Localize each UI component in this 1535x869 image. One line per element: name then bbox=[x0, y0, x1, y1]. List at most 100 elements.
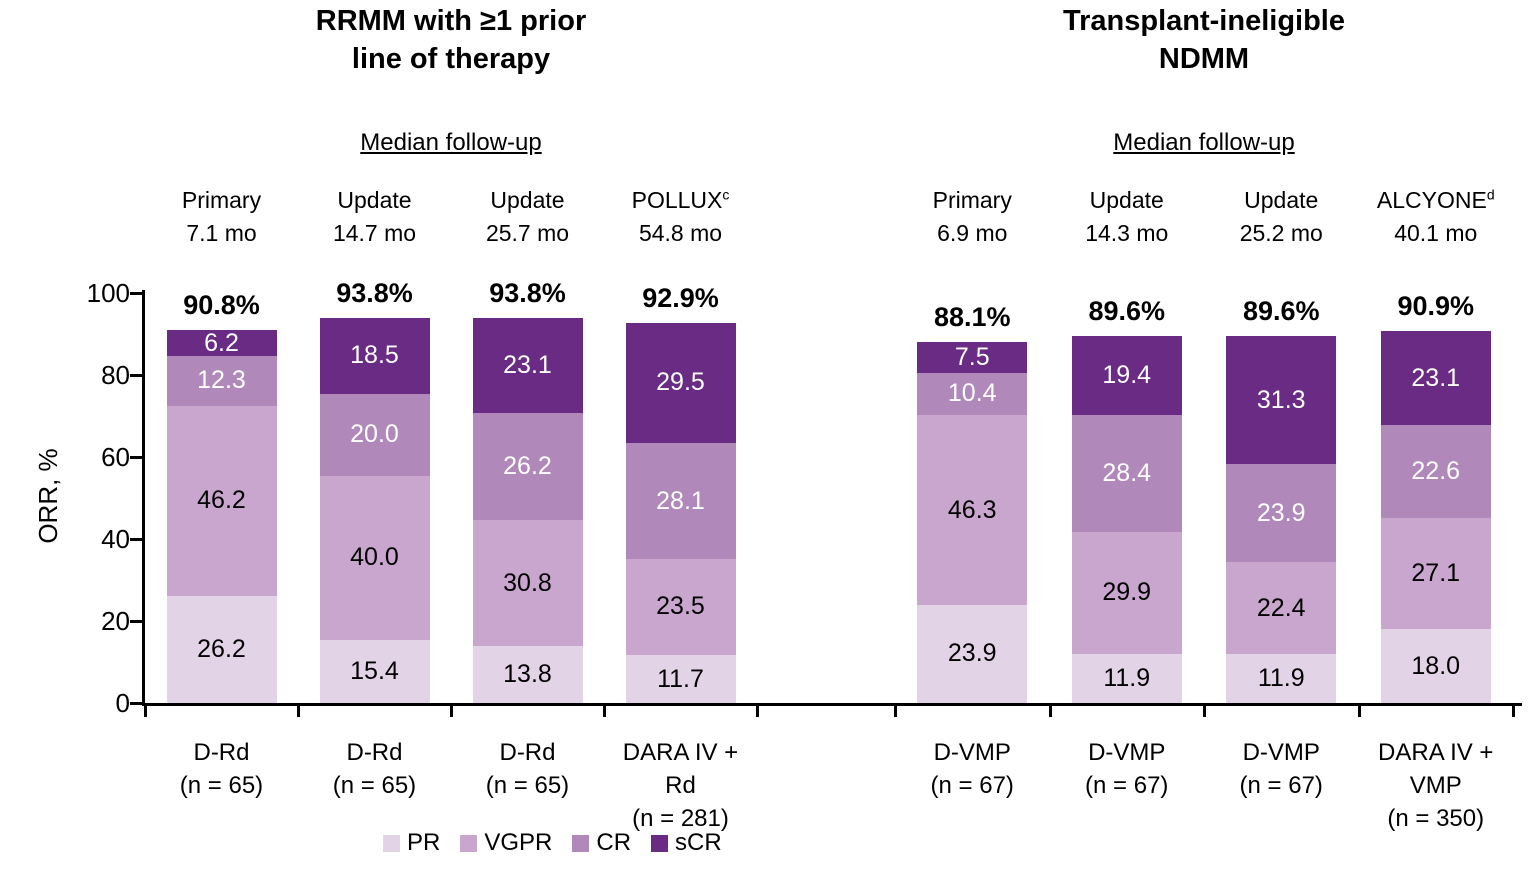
segment-value-label: 30.8 bbox=[503, 568, 552, 597]
category-label-line: D-VMP bbox=[933, 739, 1011, 766]
x-axis-line bbox=[142, 703, 1522, 706]
segment-value-label: 29.5 bbox=[656, 368, 705, 397]
bar-segment-cr: 12.3 bbox=[166, 355, 277, 407]
y-tick-label: 60 bbox=[101, 442, 130, 472]
segment-value-label: 22.6 bbox=[1411, 457, 1461, 486]
segment-value-label: 28.1 bbox=[656, 486, 705, 515]
category-label-line: (n = 350) bbox=[1387, 805, 1485, 832]
y-tick-mark bbox=[130, 620, 144, 623]
category-label-line: (n = 67) bbox=[930, 772, 1014, 799]
segment-value-label: 13.8 bbox=[503, 660, 552, 689]
category-label: D-Rd (n = 65) bbox=[428, 736, 628, 802]
category-label: DARA IV + VMP (n = 350) bbox=[1336, 736, 1535, 835]
panel-title-line: Transplant-ineligible bbox=[1063, 5, 1345, 37]
followup-duration-label: 40.1 mo bbox=[1394, 220, 1478, 246]
bar-segment-scr: 19.4 bbox=[1071, 335, 1182, 416]
footnote-superscript: d bbox=[1486, 186, 1495, 203]
category-label-line: D-Rd bbox=[193, 739, 250, 766]
y-tick-mark bbox=[130, 292, 144, 295]
x-tick-mark bbox=[1203, 703, 1206, 717]
panel-title-line: RRMM with ≥1 prior bbox=[315, 5, 587, 37]
followup-column-header: POLLUXc 54.8 mo bbox=[586, 184, 776, 250]
legend-label: PR bbox=[407, 829, 441, 856]
panel-title: RRMM with ≥1 prior line of therapy bbox=[171, 2, 731, 78]
category-label-line: Rd bbox=[665, 772, 696, 799]
median-followup-header: Median follow-up bbox=[360, 129, 542, 156]
followup-study-label: Primary bbox=[932, 187, 1012, 213]
bar-total-label: 89.6% bbox=[1242, 296, 1320, 327]
category-label-line: DARA IV + bbox=[622, 739, 739, 766]
followup-column-header: Update 25.7 mo bbox=[433, 184, 623, 250]
bar-segment-scr: 6.2 bbox=[166, 328, 277, 357]
legend-swatch-cr bbox=[572, 834, 590, 852]
segment-value-label: 40.0 bbox=[350, 543, 399, 572]
bar-segment-pr: 26.2 bbox=[166, 595, 277, 703]
segment-value-label: 27.1 bbox=[1411, 559, 1461, 588]
x-tick-mark bbox=[144, 703, 147, 717]
category-label-line: (n = 67) bbox=[1239, 772, 1323, 799]
followup-study-label: ALCYONE bbox=[1376, 187, 1487, 213]
category-label-line: (n = 67) bbox=[1085, 772, 1169, 799]
footnote-superscript: c bbox=[722, 186, 730, 203]
x-tick-mark bbox=[297, 703, 300, 717]
bar-segment-cr: 23.9 bbox=[1226, 464, 1337, 563]
bar-segment-scr: 18.5 bbox=[319, 318, 430, 394]
legend-swatch-pr bbox=[383, 834, 400, 852]
bar-segment-vgpr: 30.8 bbox=[472, 520, 583, 647]
median-followup-header: Median follow-up bbox=[1113, 129, 1295, 156]
followup-column-header: Primary 7.1 mo bbox=[127, 184, 317, 250]
legend: PR VGPR CR sCR bbox=[383, 829, 722, 857]
bar-segment-pr: 11.7 bbox=[625, 655, 736, 703]
x-tick-mark bbox=[1357, 703, 1361, 717]
y-tick-label: 80 bbox=[101, 360, 130, 390]
y-axis-line bbox=[142, 290, 145, 706]
bar-segment-pr: 11.9 bbox=[1226, 654, 1337, 703]
bar-total-label: 90.8% bbox=[183, 290, 260, 321]
bar-segment-pr: 23.9 bbox=[917, 605, 1028, 703]
bar-segment-cr: 22.6 bbox=[1380, 425, 1491, 519]
category-label-line: D-VMP bbox=[1242, 739, 1320, 766]
category-label-line: VMP bbox=[1409, 772, 1462, 799]
category-label: D-Rd (n = 65) bbox=[122, 736, 322, 802]
legend-label: CR bbox=[596, 829, 632, 856]
x-tick-mark bbox=[1048, 703, 1052, 717]
bar-total-label: 92.9% bbox=[642, 282, 719, 313]
bar-segment-cr: 26.2 bbox=[472, 412, 583, 521]
y-tick-mark bbox=[130, 374, 144, 377]
bar-segment-scr: 7.5 bbox=[917, 341, 1028, 373]
x-tick-mark bbox=[603, 703, 606, 717]
followup-column-header: Update 14.7 mo bbox=[280, 184, 470, 250]
segment-value-label: 23.1 bbox=[503, 350, 552, 379]
bar-segment-vgpr: 29.9 bbox=[1071, 531, 1182, 655]
bar-total-label: 89.6% bbox=[1088, 295, 1166, 326]
category-label-line: D-Rd bbox=[499, 739, 556, 766]
segment-value-label: 28.4 bbox=[1102, 458, 1152, 487]
bar-segment-vgpr: 46.3 bbox=[917, 415, 1028, 605]
x-tick-mark bbox=[756, 703, 759, 717]
category-label: D-Rd (n = 65) bbox=[275, 736, 475, 802]
bar-segment-scr: 23.1 bbox=[472, 318, 583, 413]
legend-item: CR bbox=[572, 829, 631, 857]
category-label-line: (n = 65) bbox=[485, 772, 570, 799]
legend-swatch-vgpr bbox=[460, 834, 478, 852]
bar-segment-vgpr: 40.0 bbox=[319, 475, 430, 640]
followup-column-header: Primary 6.9 mo bbox=[877, 184, 1067, 250]
y-axis-title: ORR, % bbox=[33, 448, 63, 544]
bar-segment-pr: 18.0 bbox=[1380, 629, 1491, 703]
followup-duration-label: 14.7 mo bbox=[332, 220, 417, 246]
y-tick-label: 0 bbox=[115, 688, 130, 718]
segment-value-label: 31.3 bbox=[1256, 385, 1306, 414]
category-label-line: D-Rd bbox=[346, 739, 403, 766]
segment-value-label: 6.2 bbox=[204, 328, 239, 357]
followup-duration-label: 14.3 mo bbox=[1085, 220, 1169, 246]
followup-study-label: Update bbox=[337, 187, 412, 213]
bar-segment-vgpr: 22.4 bbox=[1226, 562, 1337, 655]
followup-duration-label: 6.9 mo bbox=[937, 220, 1008, 246]
followup-duration-label: 25.2 mo bbox=[1239, 220, 1323, 246]
bar-segment-pr: 11.9 bbox=[1071, 654, 1182, 703]
legend-item: sCR bbox=[651, 829, 722, 857]
bar-segment-scr: 31.3 bbox=[1226, 336, 1337, 465]
segment-value-label: 11.7 bbox=[657, 664, 704, 693]
bar-segment-vgpr: 27.1 bbox=[1380, 518, 1491, 630]
